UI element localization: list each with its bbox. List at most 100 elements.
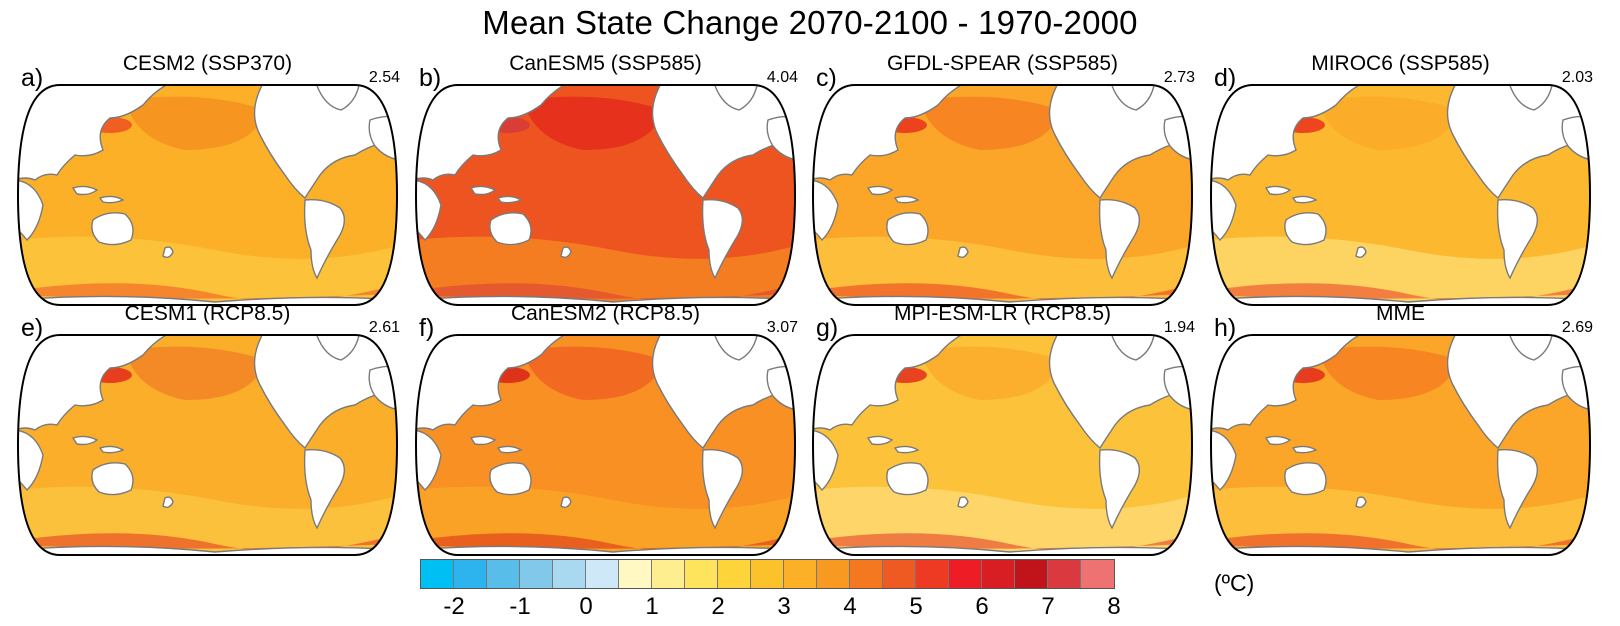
colorbar-tick-label: 5 xyxy=(909,593,923,620)
maritime-continent xyxy=(469,435,497,446)
maritime-continent xyxy=(71,435,99,446)
colorbar-bin-0 xyxy=(421,560,454,588)
greenland-landmass xyxy=(1507,85,1554,111)
colorbar-bin-20 xyxy=(1081,560,1114,588)
south-america-landmass xyxy=(1098,198,1140,280)
panel-global-mean: 3.07 xyxy=(766,319,798,336)
map-frame xyxy=(16,334,399,556)
indonesia-islands xyxy=(1291,195,1318,204)
map-frame xyxy=(1209,84,1592,306)
north-pacific-warming xyxy=(125,346,265,400)
panel-label: b) xyxy=(419,64,442,92)
greenland-landmass xyxy=(314,85,361,111)
land-masses xyxy=(416,85,795,305)
maritime-continent xyxy=(1264,435,1292,446)
panel-label: h) xyxy=(1214,314,1237,342)
colorbar-tick-label: 4 xyxy=(843,593,857,620)
maritime-continent xyxy=(469,185,497,196)
asia-landmass xyxy=(1211,85,1369,182)
colorbar-bin-1 xyxy=(454,560,487,588)
map-panel-b: CanESM5 (SSP585) b) 4.04 xyxy=(413,50,798,310)
north-pacific-warming xyxy=(125,96,265,150)
maritime-continent xyxy=(866,185,894,196)
colorbar-bin-19 xyxy=(1048,560,1081,588)
indonesia-islands xyxy=(496,195,523,204)
panel-global-mean: 1.94 xyxy=(1163,319,1195,336)
australia-landmass xyxy=(1284,212,1327,246)
new-zealand-landmass xyxy=(162,496,174,509)
north-pacific-warming xyxy=(920,96,1060,150)
indonesia-islands xyxy=(98,195,125,204)
new-zealand-landmass xyxy=(560,246,572,259)
panel-global-mean: 2.73 xyxy=(1163,69,1195,86)
indonesia-islands xyxy=(893,195,920,204)
colorbar-bin-8 xyxy=(685,560,718,588)
robinson-map xyxy=(811,334,1194,556)
colorbar-bin-6 xyxy=(619,560,652,588)
robinson-map xyxy=(1209,334,1592,556)
north-america-landmass xyxy=(651,85,795,200)
asia-landmass xyxy=(18,335,176,432)
colorbar-tick-label: 7 xyxy=(1041,593,1055,620)
colorbar-bin-11 xyxy=(784,560,817,588)
south-america-landmass xyxy=(1098,448,1140,530)
robinson-map xyxy=(16,84,399,306)
colorbar-bin-13 xyxy=(850,560,883,588)
colorbar-tick-label: 3 xyxy=(777,593,791,620)
new-zealand-landmass xyxy=(957,246,969,259)
colorbar-bin-12 xyxy=(817,560,850,588)
greenland-landmass xyxy=(1109,335,1156,361)
australia-landmass xyxy=(886,212,929,246)
panel-global-mean: 2.69 xyxy=(1561,319,1593,336)
panel-label: g) xyxy=(816,314,839,342)
colorbar-bin-14 xyxy=(883,560,916,588)
north-pacific-warming xyxy=(523,346,663,400)
panel-title: CESM2 (SSP370) xyxy=(122,52,293,75)
new-zealand-landmass xyxy=(957,496,969,509)
australia-landmass xyxy=(886,462,929,496)
australia-landmass xyxy=(91,462,134,496)
colorbar-bin-3 xyxy=(520,560,553,588)
panel-title: MPI-ESM-LR (RCP8.5) xyxy=(893,302,1112,325)
greenland-landmass xyxy=(712,85,759,111)
new-zealand-landmass xyxy=(560,496,572,509)
australia-landmass xyxy=(91,212,134,246)
greenland-landmass xyxy=(314,335,361,361)
north-pacific-warming xyxy=(523,96,663,150)
colorbar-tick-label: 8 xyxy=(1107,593,1121,620)
new-zealand-landmass xyxy=(1355,246,1367,259)
colorbar-bin-15 xyxy=(916,560,949,588)
panel-label: e) xyxy=(21,314,44,342)
robinson-map xyxy=(811,84,1194,306)
panel-global-mean: 2.54 xyxy=(368,69,400,86)
land-masses xyxy=(18,85,397,305)
asia-landmass xyxy=(813,85,971,182)
map-panel-c: GFDL-SPEAR (SSP585) c) 2.73 xyxy=(810,50,1195,310)
south-america-landmass xyxy=(1496,448,1538,530)
land-masses xyxy=(416,335,795,555)
south-america-landmass xyxy=(1496,198,1538,280)
indonesia-islands xyxy=(98,445,125,454)
robinson-map xyxy=(414,334,797,556)
australia-landmass xyxy=(1284,462,1327,496)
land-masses xyxy=(813,85,1192,305)
colorbar-units: (ºC) xyxy=(1214,570,1255,596)
panel-title: GFDL-SPEAR (SSP585) xyxy=(886,52,1119,75)
robinson-map xyxy=(1209,84,1592,306)
new-zealand-landmass xyxy=(1355,496,1367,509)
robinson-map xyxy=(16,334,399,556)
indonesia-islands xyxy=(496,445,523,454)
colorbar-bin-7 xyxy=(652,560,685,588)
panel-global-mean: 2.03 xyxy=(1561,69,1593,86)
maritime-continent xyxy=(1264,185,1292,196)
greenland-landmass xyxy=(1507,335,1554,361)
colorbar-tick-label: 2 xyxy=(711,593,725,620)
map-frame xyxy=(16,84,399,306)
colorbar-tick-label: 6 xyxy=(975,593,989,620)
colorbar-tick-label: -1 xyxy=(509,593,531,620)
north-america-landmass xyxy=(253,335,397,450)
north-america-landmass xyxy=(1048,85,1192,200)
land-masses xyxy=(18,335,397,555)
robinson-map xyxy=(414,84,797,306)
north-pacific-warming xyxy=(1318,96,1458,150)
